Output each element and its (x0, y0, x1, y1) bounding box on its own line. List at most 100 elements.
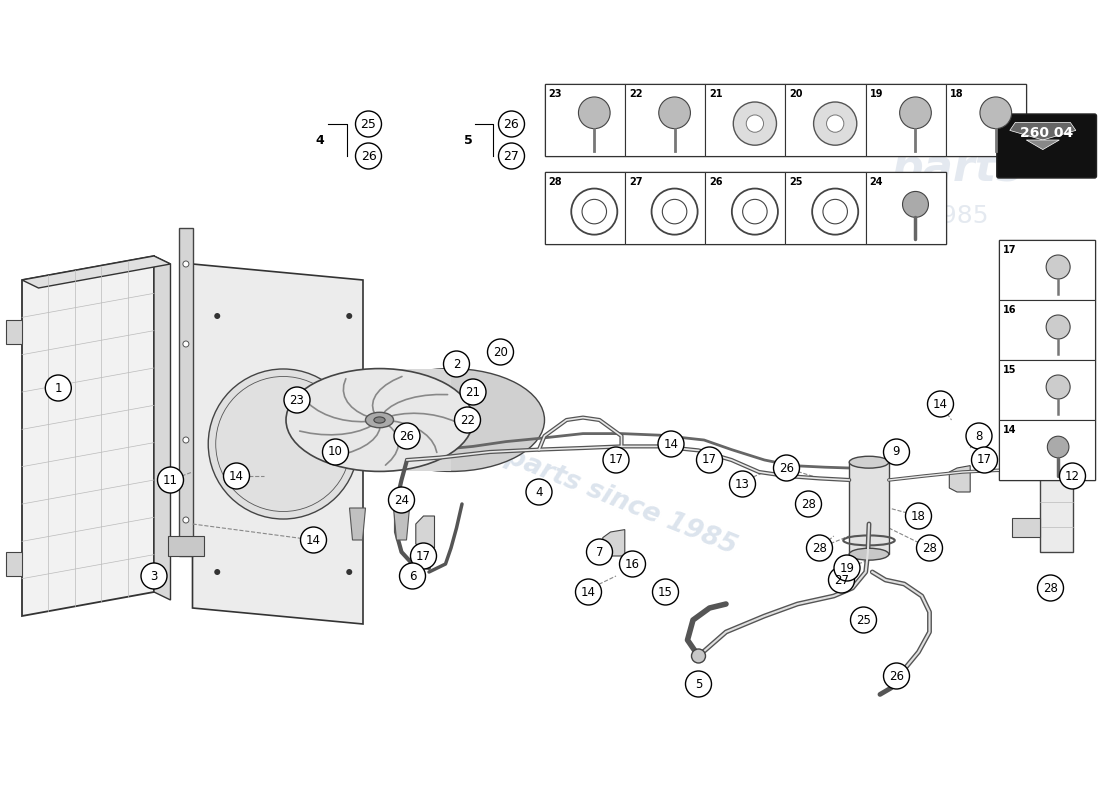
Circle shape (826, 115, 844, 132)
Circle shape (526, 479, 552, 505)
Bar (705, 172, 785, 244)
Text: 9: 9 (893, 446, 900, 458)
Text: 2: 2 (453, 358, 460, 370)
Text: 28: 28 (922, 542, 937, 554)
Circle shape (394, 423, 420, 449)
Circle shape (795, 491, 822, 517)
Ellipse shape (849, 548, 889, 560)
Text: 12: 12 (1065, 470, 1080, 482)
Text: 15: 15 (658, 586, 673, 598)
Circle shape (157, 467, 184, 493)
Bar (625, 84, 705, 156)
Text: 4: 4 (536, 486, 542, 498)
Circle shape (823, 199, 847, 224)
Text: 260 04: 260 04 (1020, 126, 1074, 140)
Text: 23: 23 (549, 89, 562, 99)
Text: 16: 16 (625, 558, 640, 570)
Text: 19: 19 (870, 89, 883, 99)
Circle shape (443, 351, 470, 377)
Circle shape (1037, 575, 1064, 601)
Circle shape (692, 649, 705, 663)
Polygon shape (350, 508, 365, 540)
Circle shape (322, 439, 349, 465)
Circle shape (346, 313, 352, 319)
Circle shape (916, 535, 943, 561)
Circle shape (927, 391, 954, 417)
Polygon shape (168, 536, 204, 556)
Text: 20: 20 (790, 89, 803, 99)
Circle shape (1059, 463, 1086, 489)
Circle shape (355, 111, 382, 137)
Circle shape (388, 487, 415, 513)
Text: 25: 25 (361, 118, 376, 130)
Bar (705, 84, 785, 156)
Circle shape (603, 447, 629, 473)
Circle shape (214, 313, 220, 319)
Circle shape (659, 97, 691, 129)
Bar (999, 420, 1094, 480)
Text: 11: 11 (163, 474, 178, 486)
Circle shape (355, 143, 382, 169)
Circle shape (905, 503, 932, 529)
Circle shape (883, 663, 910, 689)
Polygon shape (192, 264, 363, 624)
Text: 10: 10 (328, 446, 343, 458)
Text: 15: 15 (1003, 365, 1016, 375)
Circle shape (662, 199, 686, 224)
Text: 28: 28 (812, 542, 827, 554)
Text: 27: 27 (504, 150, 519, 162)
Circle shape (1047, 436, 1069, 458)
Ellipse shape (374, 417, 385, 423)
Text: 17: 17 (416, 550, 431, 562)
Circle shape (806, 535, 833, 561)
Bar (785, 172, 866, 244)
Bar (999, 300, 1094, 360)
Ellipse shape (365, 412, 394, 428)
Circle shape (454, 407, 481, 433)
Text: 20: 20 (493, 346, 508, 358)
Polygon shape (394, 508, 409, 540)
Circle shape (685, 671, 712, 697)
Circle shape (498, 111, 525, 137)
Text: 17: 17 (977, 454, 992, 466)
Circle shape (223, 463, 250, 489)
Text: 6: 6 (409, 570, 416, 582)
Text: 26: 26 (710, 177, 723, 187)
Circle shape (141, 563, 167, 589)
Text: 18: 18 (911, 510, 926, 522)
Text: 18: 18 (950, 89, 964, 99)
Text: 26: 26 (399, 430, 415, 442)
Circle shape (883, 439, 910, 465)
Text: 14: 14 (229, 470, 244, 482)
Text: 28: 28 (1043, 582, 1058, 594)
Text: 24: 24 (394, 494, 409, 506)
Circle shape (579, 97, 610, 129)
Text: 14: 14 (663, 438, 679, 450)
Text: 17: 17 (608, 454, 624, 466)
Circle shape (652, 579, 679, 605)
Circle shape (773, 455, 800, 481)
Text: 27: 27 (629, 177, 642, 187)
Text: 3: 3 (151, 570, 157, 582)
Circle shape (1046, 375, 1070, 399)
Polygon shape (22, 256, 154, 616)
Circle shape (300, 527, 327, 553)
Circle shape (399, 563, 426, 589)
Circle shape (586, 539, 613, 565)
Text: 14: 14 (1003, 425, 1016, 435)
Text: 22: 22 (629, 89, 642, 99)
Text: 26: 26 (504, 118, 519, 130)
Bar (544, 172, 946, 244)
Text: elite: elite (901, 90, 1013, 134)
Circle shape (410, 543, 437, 569)
Text: 1: 1 (55, 382, 62, 394)
Bar (544, 172, 625, 244)
Circle shape (834, 555, 860, 581)
Circle shape (746, 115, 763, 132)
Text: a passion for parts since 1985: a passion for parts since 1985 (316, 368, 740, 560)
Text: parts: parts (891, 146, 1023, 190)
Text: 19: 19 (839, 562, 855, 574)
Text: 23: 23 (289, 394, 305, 406)
Bar (6, 552, 22, 576)
Circle shape (850, 607, 877, 633)
